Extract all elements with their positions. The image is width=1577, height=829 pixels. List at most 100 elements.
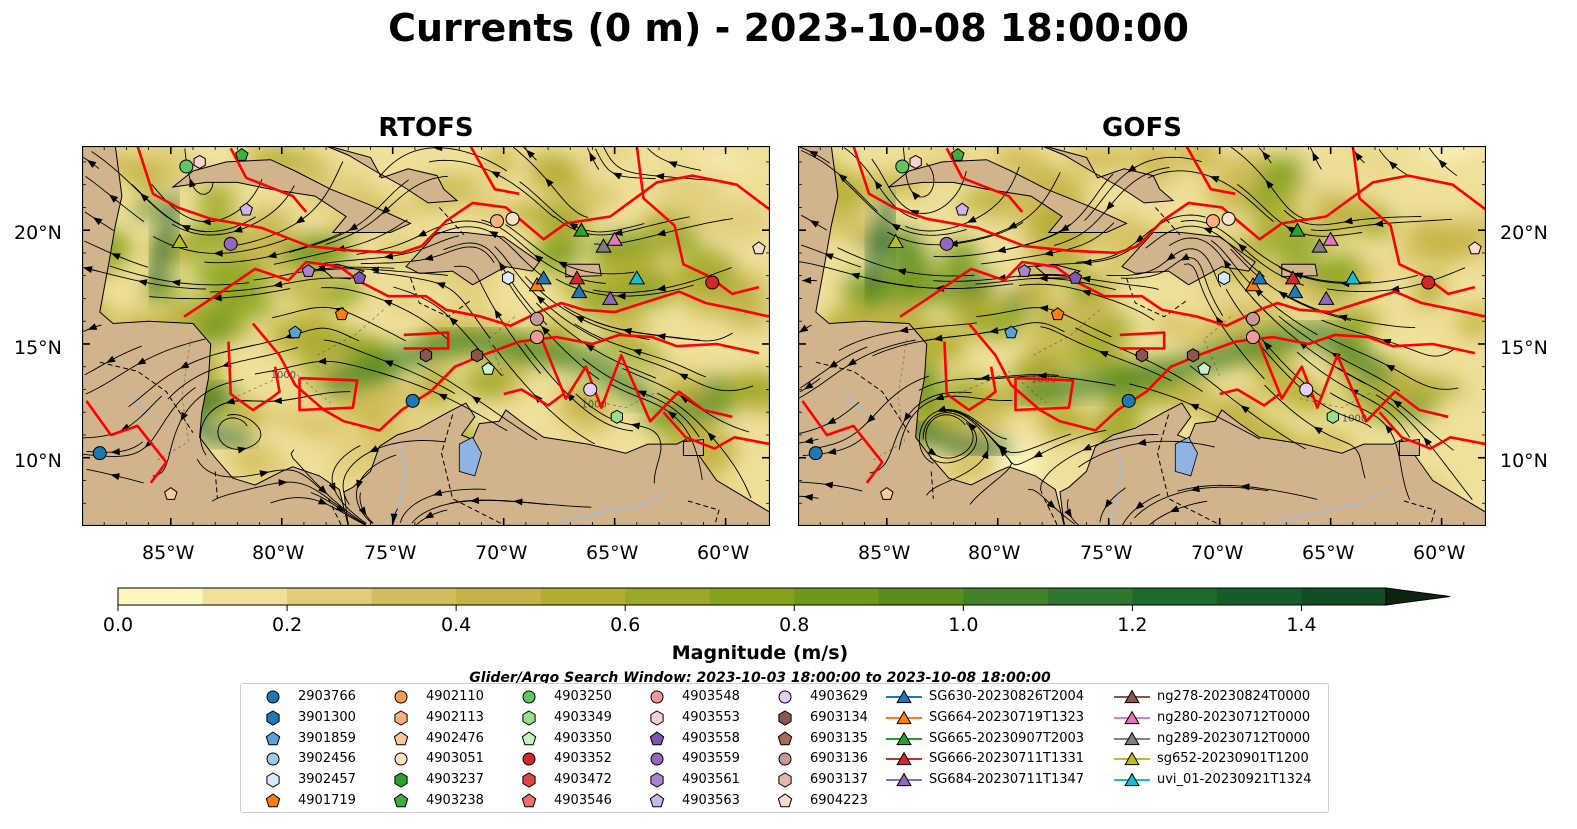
glider-marker[interactable] [1311,238,1328,253]
argo-float-marker[interactable] [164,486,178,500]
streamline-arrow [707,432,717,442]
legend-label: 3901300 [298,709,356,725]
argo-float-marker[interactable] [1135,348,1149,363]
argo-float-marker[interactable] [705,275,720,290]
glider-marker[interactable] [1289,222,1306,237]
argo-float-marker[interactable] [490,214,505,229]
argo-float-marker[interactable] [1218,270,1231,286]
streamline-arrow [488,231,499,239]
glider-marker[interactable] [595,238,612,253]
argo-float-marker[interactable] [1121,393,1136,408]
argo-float-marker[interactable] [583,382,598,397]
streamline-arrow [317,357,327,365]
argo-float-marker[interactable] [223,236,238,251]
glider-marker[interactable] [1344,270,1362,285]
argo-float-marker[interactable] [1186,348,1200,363]
glider-marker[interactable] [535,270,552,285]
streamline-arrow [1189,403,1200,411]
argo-float-marker[interactable] [529,330,544,345]
argo-float-marker[interactable] [1221,211,1236,226]
argo-float-marker[interactable] [1421,275,1436,290]
argo-float-marker[interactable] [352,270,367,284]
glider-marker[interactable] [1286,283,1304,299]
lat-tick-15n-left: 15°N [14,337,62,359]
argo-float-marker[interactable] [92,446,107,461]
eez-line [229,147,308,213]
argo-float-marker[interactable] [419,348,433,363]
argo-float-marker[interactable] [1206,214,1221,229]
glider-marker[interactable] [1322,231,1339,246]
argo-float-marker[interactable] [895,159,910,174]
glider-marker[interactable] [606,231,623,246]
glider-marker[interactable] [1251,270,1268,285]
argo-float-marker[interactable] [1245,330,1260,345]
argo-float-marker[interactable] [301,263,316,277]
eez-line [85,400,168,484]
argo-float-marker[interactable] [1050,307,1065,321]
streamline-arrow [1237,243,1247,252]
argo-float-marker[interactable] [405,393,420,408]
argo-float-marker[interactable] [1299,382,1314,397]
streamline-arrow [575,315,585,324]
streamline-arrow [1209,176,1220,183]
streamline-arrow [1135,501,1145,510]
legend-entry: 4903250 [509,687,634,707]
argo-float-marker[interactable] [502,270,515,286]
glider-marker[interactable] [601,290,619,305]
glider-marker[interactable] [1284,270,1302,285]
triangle-marker-icon [886,710,922,724]
glider-marker[interactable] [568,270,586,285]
argo-float-marker[interactable] [179,159,194,174]
glider-marker[interactable] [570,283,588,299]
argo-float-marker[interactable] [529,311,544,326]
streamline-arrow [637,390,647,398]
argo-float-marker[interactable] [334,307,349,321]
argo-float-marker[interactable] [880,486,894,500]
argo-float-marker[interactable] [610,409,623,424]
argo-float-marker[interactable] [470,348,484,363]
streamline-arrow [998,444,1008,454]
argo-float-marker[interactable] [1197,361,1211,375]
argo-float-marker[interactable] [481,361,495,375]
legend-entry: 4902110 [381,687,506,707]
argo-float-marker[interactable] [955,202,969,216]
argo-float-marker[interactable] [1326,409,1339,424]
argo-float-marker[interactable] [808,446,823,461]
argo-float-marker[interactable] [1017,263,1032,277]
circle-marker-icon [266,690,280,704]
rtofs-map[interactable]: 1000 1000 [82,146,770,526]
streamline-arrow [678,373,689,381]
country-border [1156,414,1218,525]
argo-float-marker[interactable] [235,147,249,161]
glider-marker[interactable] [171,233,188,248]
streamline-arrow [1081,275,1091,283]
argo-float-marker[interactable] [505,211,520,226]
legend-entry: 4903237 [381,770,506,790]
argo-float-marker[interactable] [1468,241,1482,255]
argo-float-marker[interactable] [939,236,954,251]
glider-marker[interactable] [573,222,590,237]
eez-line [503,388,565,407]
glider-marker[interactable] [887,233,904,248]
argo-float-marker[interactable] [239,202,253,216]
argo-float-marker[interactable] [951,147,965,161]
colorbar-tick-label: 0.2 [272,614,302,636]
glider-marker[interactable] [628,270,646,285]
colorbar-tick-label: 0.0 [103,614,133,636]
streamline-arrow [981,449,989,460]
streamline-arrow [911,190,921,201]
hexagon-marker-icon [522,772,536,788]
argo-float-marker[interactable] [909,154,922,169]
argo-float-marker[interactable] [1068,270,1083,284]
argo-float-marker[interactable] [193,154,206,169]
argo-float-marker[interactable] [1245,311,1260,326]
argo-float-marker[interactable] [752,241,766,255]
streamline-arrow [850,272,861,280]
streamline-arrow [423,254,434,261]
glider-marker[interactable] [1317,290,1335,305]
pentagon-marker-icon [649,793,665,808]
argo-float-marker[interactable] [1004,325,1018,339]
argo-float-marker[interactable] [288,325,302,339]
streamline-arrow [383,252,394,260]
